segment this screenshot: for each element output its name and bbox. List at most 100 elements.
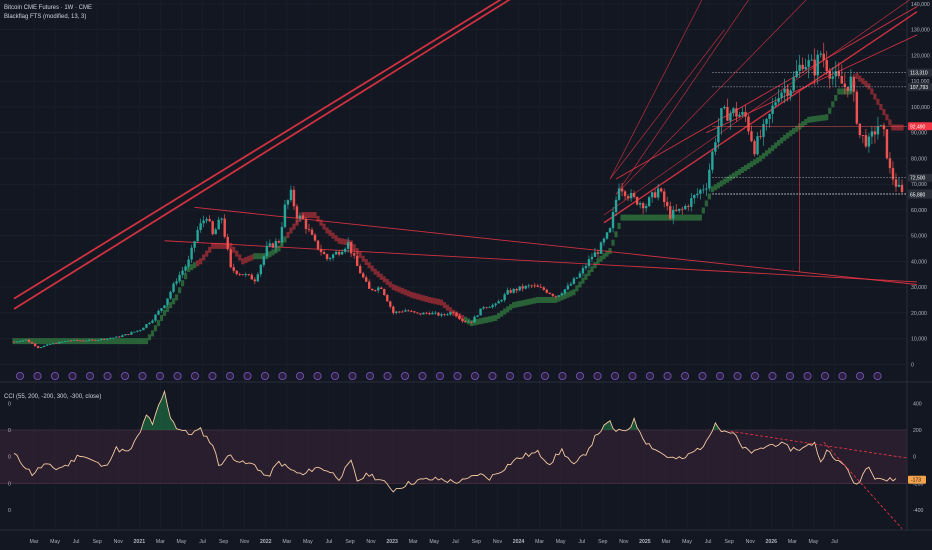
price-badge: [908, 82, 932, 91]
candle-down: [413, 311, 416, 313]
candle-up: [109, 338, 112, 339]
stop-band-segment: [810, 116, 814, 123]
candle-up: [85, 340, 88, 342]
stop-band-segment: [379, 273, 383, 280]
candle-down: [271, 243, 275, 248]
stop-band-segment: [397, 286, 401, 293]
time-tick-label: Sep: [598, 539, 607, 545]
stop-band-segment: [527, 298, 531, 305]
trend-line: [194, 206, 918, 285]
candle-up: [569, 283, 573, 286]
candle-down: [389, 301, 392, 307]
candle-down: [855, 91, 859, 124]
candle-up: [139, 330, 142, 331]
candle-down: [319, 248, 323, 253]
time-tick-label: Sep: [219, 539, 228, 545]
stop-band-segment: [159, 314, 164, 321]
candle-down: [536, 285, 539, 287]
signal-marker-icon: [716, 371, 725, 380]
candle-up: [705, 188, 708, 190]
oscillator-title[interactable]: CCI (55, 200, -200, 300, -300, close): [4, 394, 102, 400]
cci-tick-label: -400: [913, 508, 923, 514]
stop-band-segment: [358, 251, 362, 258]
trend-line: [706, 34, 918, 134]
candle-up: [18, 341, 22, 343]
signal-marker-icon: [400, 371, 409, 380]
stop-band-segment: [310, 212, 314, 219]
candle-up: [650, 192, 654, 198]
candle-up: [876, 125, 880, 135]
price-badge-label: 107,793: [910, 85, 928, 91]
candle-down: [852, 76, 856, 92]
price-badge-label: 113,310: [910, 71, 928, 77]
stop-band-segment: [481, 317, 486, 324]
signal-marker-icon: [751, 371, 760, 380]
candle-down: [681, 208, 684, 210]
candle-down: [675, 209, 678, 211]
stop-band-segment: [271, 249, 275, 256]
stop-band-segment: [376, 271, 380, 278]
trend-line: [609, 29, 725, 180]
candle-up: [575, 277, 579, 279]
candle-down: [425, 312, 428, 314]
signal-marker-icon: [523, 371, 532, 380]
signal-marker-icon: [453, 371, 462, 380]
time-tick-label: Mar: [535, 539, 544, 545]
candle-down: [30, 342, 34, 344]
time-tick-label: Jul: [831, 539, 838, 545]
stop-band-segment: [885, 114, 889, 121]
stop-band-segment: [33, 338, 37, 345]
stop-band-segment: [183, 273, 188, 280]
time-tick-label: Mar: [30, 539, 39, 545]
signal-marker-icon: [86, 371, 95, 380]
candle-up: [145, 324, 148, 328]
stop-band-segment: [30, 338, 34, 345]
candle-up: [563, 289, 567, 294]
cci-band: [0, 430, 907, 484]
price-tick-label: 0: [911, 362, 914, 368]
candle-down: [521, 286, 524, 289]
candle-up: [48, 344, 52, 345]
price-tick-label: 70,000: [911, 182, 927, 188]
candle-up: [377, 287, 380, 291]
stop-band-segment: [382, 276, 386, 283]
stop-band-segment: [569, 290, 573, 297]
candle-down: [894, 179, 898, 187]
trend-line: [603, 11, 918, 224]
price-tick-label: 130,000: [911, 28, 930, 34]
candle-down: [813, 59, 816, 76]
candle-up: [756, 136, 759, 155]
signal-marker-icon: [121, 371, 130, 380]
stop-band-segment: [656, 214, 660, 221]
price-tick-label: 60,000: [911, 208, 927, 214]
candle-up: [15, 341, 19, 343]
stop-band-segment: [15, 338, 19, 345]
stop-band-segment: [834, 94, 838, 101]
symbol-title[interactable]: Bitcoin CME Futures · 1W · CME: [4, 5, 93, 11]
time-tick-label: Sep: [725, 539, 734, 545]
stop-band-segment: [638, 214, 642, 221]
candle-up: [690, 198, 693, 207]
candle-down: [250, 274, 254, 280]
signal-marker-icon: [611, 371, 620, 380]
candle-up: [497, 301, 500, 304]
candle-up: [581, 268, 585, 274]
stop-band-segment: [150, 330, 155, 337]
signal-marker-icon: [243, 371, 252, 380]
candle-down: [669, 206, 672, 219]
candle-down: [253, 279, 257, 282]
signal-marker-icon: [155, 371, 164, 380]
stop-band-segment: [518, 300, 522, 307]
candle-up: [792, 77, 795, 91]
candle-up: [97, 339, 100, 341]
indicator-title[interactable]: Blackflag FTS (modified, 13, 3): [4, 14, 87, 20]
candle-up: [178, 274, 181, 282]
time-tick-label: May: [50, 539, 60, 545]
stop-band-segment: [590, 266, 594, 273]
price-tick-label: 30,000: [911, 285, 927, 291]
stop-band-segment: [337, 237, 341, 244]
chart-legend: Bitcoin CME Futures · 1W · CME Blackflag…: [4, 4, 92, 22]
stop-band-segment: [117, 338, 121, 345]
time-tick-label: Nov: [746, 539, 756, 545]
